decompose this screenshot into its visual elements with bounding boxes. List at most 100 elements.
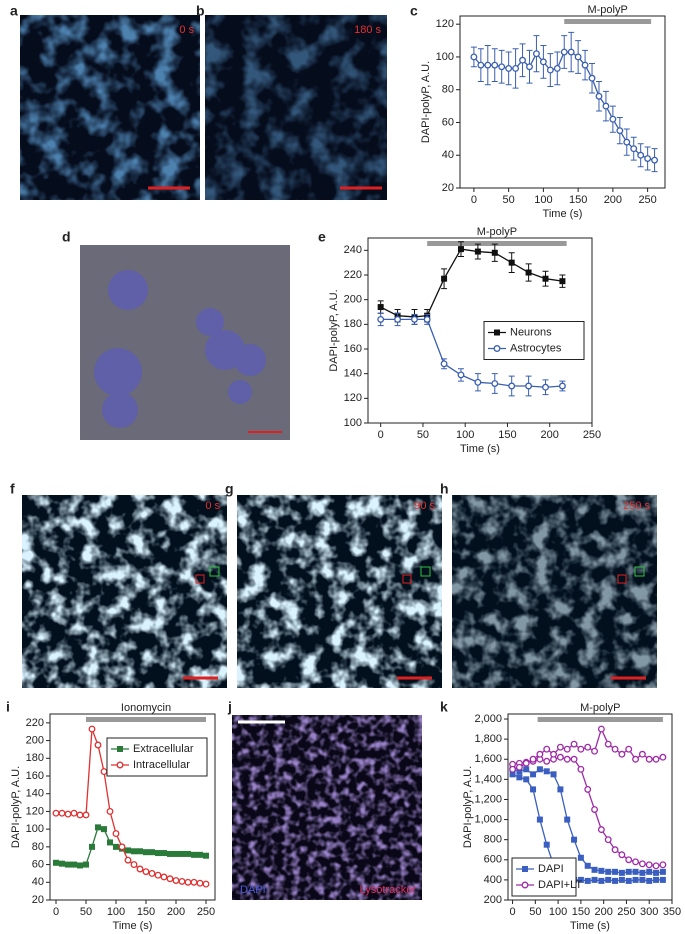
point — [546, 66, 554, 74]
point — [605, 868, 612, 875]
point — [491, 249, 498, 256]
point — [59, 860, 65, 867]
point — [591, 806, 599, 813]
x-axis-label: Time (s) — [113, 920, 153, 932]
point — [630, 145, 638, 153]
y-axis-label: DAPI-polyP, A.U. — [462, 766, 474, 848]
point — [597, 826, 605, 834]
y-tick-label: 400 — [484, 874, 502, 886]
x-tick-label: 0 — [509, 906, 515, 918]
x-tick-label: 300 — [640, 906, 658, 918]
point — [100, 768, 108, 776]
point — [638, 750, 646, 758]
legend-marker — [116, 761, 124, 769]
y-tick-label: 20 — [442, 182, 454, 194]
y-tick-label: 220 — [26, 717, 44, 729]
annotation-bar — [86, 717, 206, 722]
x-tick-label: 150 — [569, 194, 587, 206]
annotation-text: M-polyP — [587, 4, 627, 16]
image-texture — [205, 15, 387, 200]
y-tick-label: 180 — [344, 318, 362, 330]
point — [543, 757, 551, 765]
y-tick-label: 160 — [26, 770, 44, 782]
point — [543, 745, 551, 753]
point — [659, 861, 667, 869]
point — [190, 878, 198, 886]
point — [526, 63, 533, 71]
point — [76, 811, 84, 819]
point — [173, 850, 179, 857]
legend-marker — [522, 866, 528, 872]
legend-label: DAPI+LT — [538, 879, 582, 891]
point — [618, 869, 625, 876]
point — [522, 759, 530, 767]
x-tick-label: 350 — [663, 906, 681, 918]
point — [523, 766, 530, 773]
image-label: Lysotracker — [360, 884, 417, 896]
point — [148, 869, 156, 877]
y-tick-label: 120 — [344, 392, 362, 404]
point — [618, 851, 626, 859]
point — [595, 92, 603, 100]
point — [196, 879, 204, 887]
point — [570, 740, 578, 748]
x-tick-label: 0 — [378, 429, 384, 441]
legend-marker — [493, 345, 501, 352]
point — [505, 64, 513, 72]
point — [197, 851, 203, 858]
point — [154, 871, 162, 879]
point — [377, 304, 384, 311]
image-label: 180 s — [354, 24, 381, 36]
x-tick-label: 150 — [572, 906, 590, 918]
panel-letter: j — [227, 699, 232, 715]
point — [166, 875, 174, 883]
x-tick-label: 200 — [541, 429, 559, 441]
y-tick-label: 60 — [442, 116, 454, 128]
point — [659, 876, 666, 883]
point — [203, 852, 209, 859]
point — [602, 102, 610, 110]
legend-marker — [521, 881, 529, 889]
point — [625, 856, 633, 864]
point — [605, 876, 612, 883]
point — [52, 809, 60, 817]
point — [508, 259, 515, 266]
point — [143, 849, 149, 856]
point — [638, 860, 646, 868]
panel-letter: b — [196, 3, 205, 19]
x-tick-label: 200 — [167, 906, 185, 918]
point — [542, 383, 549, 391]
point — [612, 877, 619, 884]
point — [101, 826, 107, 833]
y-tick-label: 1,200 — [474, 793, 502, 805]
point — [550, 771, 557, 778]
image-texture — [452, 495, 657, 688]
point — [625, 745, 633, 753]
x-tick-label: 150 — [498, 429, 516, 441]
point — [82, 811, 90, 819]
y-tick-label: 800 — [484, 834, 502, 846]
y-axis-label: DAPI-polyP, A.U. — [328, 289, 340, 371]
point — [632, 868, 639, 875]
x-tick-label: 0 — [53, 906, 59, 918]
point — [560, 48, 568, 56]
point — [604, 740, 612, 748]
panel-letter: i — [6, 699, 10, 715]
point — [523, 776, 530, 783]
point — [616, 127, 624, 135]
point — [184, 878, 192, 886]
point — [577, 765, 585, 773]
y-tick-label: 180 — [26, 752, 44, 764]
y-tick-label: 60 — [32, 858, 44, 870]
point — [71, 861, 77, 868]
point — [161, 850, 167, 857]
x-axis-label: Time (s) — [570, 920, 610, 932]
y-tick-label: 1,400 — [474, 773, 502, 785]
point — [637, 151, 645, 159]
legend-label: Astrocytes — [510, 342, 562, 354]
point — [646, 868, 653, 875]
point — [53, 859, 59, 866]
legend-box — [511, 857, 577, 897]
point — [584, 743, 592, 751]
